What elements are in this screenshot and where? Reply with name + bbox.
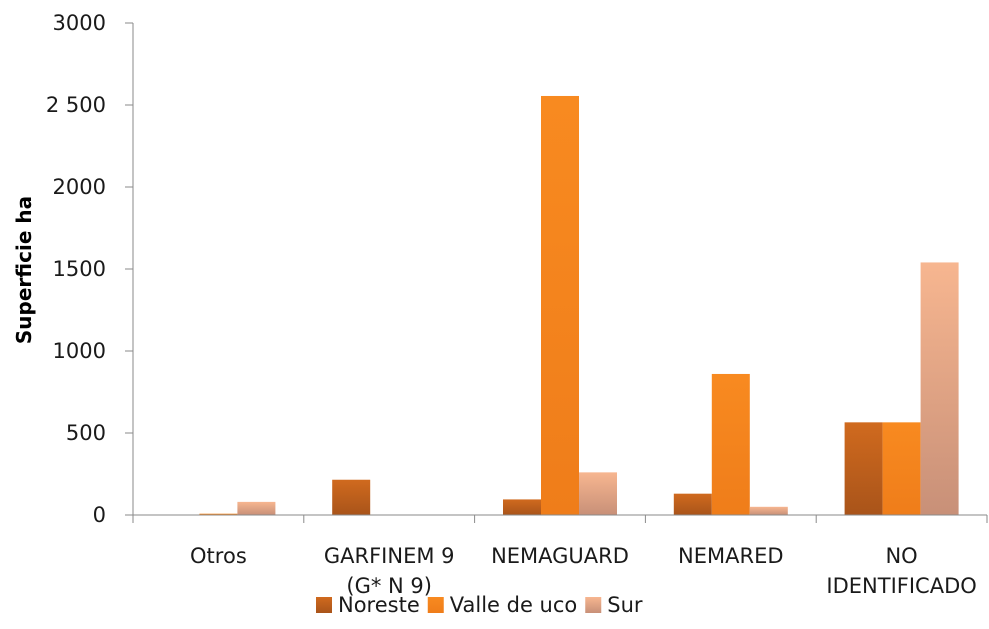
legend-label: Sur — [607, 593, 643, 617]
y-tick-label: 2 500 — [46, 93, 106, 117]
y-tick-label: 1500 — [53, 257, 106, 281]
legend-swatch — [427, 597, 444, 613]
x-category-label: NO — [885, 544, 917, 568]
y-tick-label: 3000 — [53, 11, 106, 35]
bar — [332, 479, 371, 515]
y-tick-label: 1000 — [53, 339, 106, 363]
x-category-label: NEMAGUARD — [491, 544, 629, 568]
legend-item: Valle de uco — [427, 593, 578, 617]
y-tick-label: 2000 — [53, 175, 106, 199]
bar — [673, 493, 712, 515]
bar — [199, 513, 238, 515]
x-category-label: (G* N 9) — [346, 574, 432, 598]
x-category-label: NEMARED — [678, 544, 784, 568]
x-category-label: Otros — [190, 544, 247, 568]
bar — [579, 472, 617, 515]
y-axis-title: Superficie ha — [12, 196, 36, 344]
bar — [844, 422, 883, 515]
legend-swatch — [585, 597, 602, 613]
bar — [920, 262, 959, 515]
legend-label: Noreste — [338, 593, 420, 617]
x-category-label: GARFINEM 9 — [324, 544, 455, 568]
legend-label: Valle de uco — [450, 593, 578, 617]
x-category-label: IDENTIFICADO — [826, 574, 976, 598]
legend-item: Noreste — [316, 593, 420, 617]
bar — [541, 95, 579, 515]
legend-item: Sur — [585, 593, 643, 617]
legend-swatch — [316, 597, 332, 613]
bar — [749, 506, 788, 515]
y-tick-label: 0 — [93, 503, 106, 527]
bar — [882, 422, 921, 515]
bar — [503, 499, 541, 515]
bar — [711, 373, 750, 515]
y-tick-label: 500 — [66, 421, 106, 445]
bar — [237, 501, 276, 515]
